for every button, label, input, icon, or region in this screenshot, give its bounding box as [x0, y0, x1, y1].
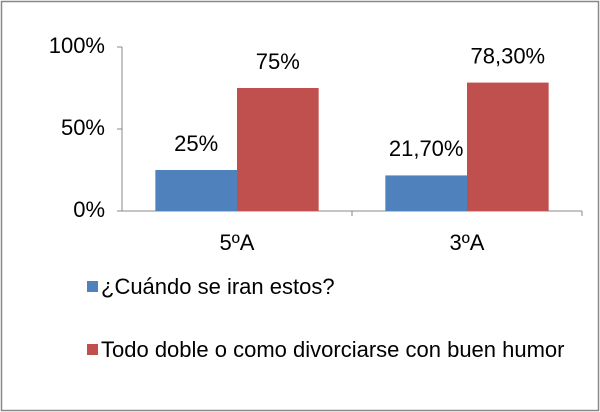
value-label: 75%: [256, 49, 300, 74]
legend-label: ¿Cuándo se iran estos?: [101, 274, 335, 299]
bar: [155, 170, 237, 211]
legend-item: ¿Cuándo se iran estos?: [87, 273, 571, 300]
legend-swatch: [87, 344, 98, 355]
y-tick-label: 50%: [61, 115, 105, 140]
x-tick-label: 5ºA: [220, 230, 255, 255]
value-label: 78,30%: [471, 43, 546, 68]
bar: [467, 82, 549, 211]
y-tick-label: 0%: [73, 197, 105, 222]
x-tick-label: 3ºA: [450, 230, 485, 255]
y-tick-label: 100%: [49, 33, 105, 58]
value-label: 25%: [174, 131, 218, 156]
bar: [237, 88, 319, 211]
bar: [385, 175, 467, 211]
value-label: 21,70%: [389, 136, 464, 161]
legend-item: Todo doble o como divorciarse con buen h…: [87, 336, 571, 363]
legend-label: Todo doble o como divorciarse con buen h…: [101, 337, 565, 362]
legend-swatch: [87, 281, 98, 292]
